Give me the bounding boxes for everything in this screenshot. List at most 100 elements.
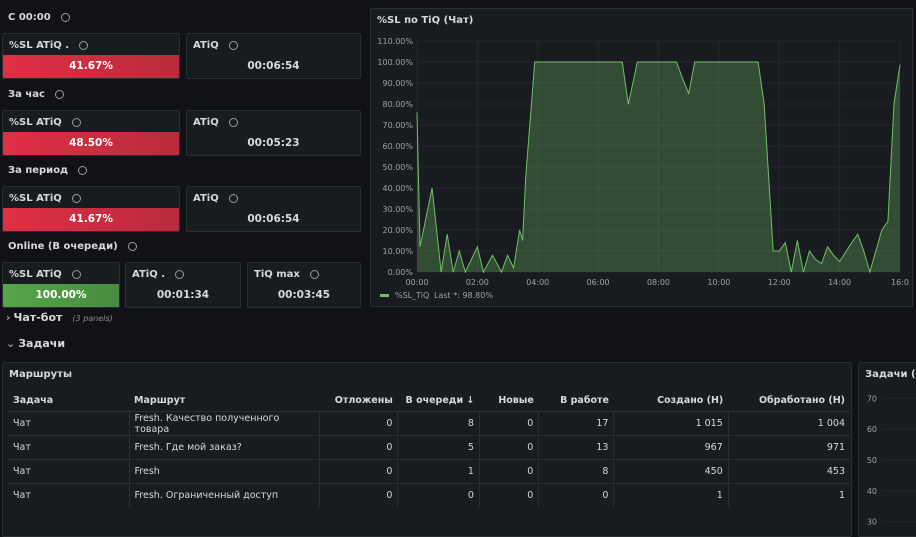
table-cell: 0 <box>319 435 398 460</box>
table-cell: 450 <box>613 459 729 484</box>
column-header[interactable]: Маршрут <box>134 394 186 406</box>
legend-extra: Last *: 98.80% <box>434 291 493 300</box>
x-tick-label: 02:00 <box>466 278 489 287</box>
stat-title: TiQ max <box>254 269 319 280</box>
group-title-text: За период <box>8 165 69 176</box>
y-tick-label: 60 <box>867 425 877 434</box>
table-row: Чат Fresh. Качество полученного товара 0 8 0… <box>8 411 850 436</box>
table-cell: 453 <box>727 459 850 484</box>
stat-value: 00:05:23 <box>247 137 300 149</box>
side-panel: Задачи (Ча 30 40 50 60 70 <box>858 362 916 537</box>
info-icon <box>228 193 238 203</box>
table-cell: 971 <box>727 435 850 460</box>
line <box>416 61 901 274</box>
info-icon <box>71 117 81 127</box>
y-tick-label: 40.00% <box>382 184 413 193</box>
table-cell: 1 <box>727 483 850 507</box>
column-header[interactable]: Отложены <box>334 394 393 406</box>
table-cell: 5 <box>397 435 480 460</box>
column-header[interactable]: В работе <box>560 394 609 406</box>
stat-title: ATiQ <box>193 193 238 204</box>
stat-panel: %SL ATiQ 48.50% <box>2 110 180 156</box>
y-tick-label: 70.00% <box>382 121 413 130</box>
stat-title: %SL ATiQ <box>9 117 81 128</box>
column-header[interactable]: Обработано (Н) <box>758 394 845 406</box>
stat-value: 00:06:54 <box>247 60 300 72</box>
y-tick-label: 20.00% <box>382 226 413 235</box>
table-panel: Маршруты Задача Маршрут Отложены В очереди … <box>2 362 852 537</box>
table-cell: Fresh <box>128 459 320 484</box>
info-icon <box>79 40 89 50</box>
column-header[interactable]: Задача <box>13 394 54 406</box>
x-tick-label: 14:00 <box>828 278 851 287</box>
table-cell: 0 <box>478 435 539 460</box>
stat-title-text: %SL ATiQ <box>9 193 62 204</box>
table-row: Чат Fresh. Ограниченный доступ 0 0 0 0 1 1 <box>8 483 850 507</box>
table-row: Чат Fresh. Где мой заказ? 0 5 0 13 967 971 <box>8 435 850 460</box>
column-header[interactable]: В очереди ↓ <box>405 394 475 406</box>
table: Задача Маршрут Отложены В очереди ↓ Новые В р… <box>8 389 850 507</box>
x-tick-label: 00:00 <box>405 278 428 287</box>
row-title: Чат-бот <box>13 311 63 324</box>
column-header[interactable]: Создано (Н) <box>657 394 724 406</box>
y-tick-label: 10.00% <box>382 247 413 256</box>
group-title-text: Online (В очереди) <box>8 241 118 252</box>
y-tick-label: 40 <box>867 487 877 496</box>
info-icon <box>60 12 70 22</box>
info-icon <box>127 241 137 251</box>
side-chart: 30 40 50 60 70 <box>867 394 916 527</box>
stat-value: 41.67% <box>3 55 179 78</box>
column-header[interactable]: Новые <box>498 394 534 406</box>
info-icon <box>175 269 184 279</box>
table-row: Чат Fresh 0 1 0 8 450 453 <box>8 459 850 484</box>
x-tick-label: 08:00 <box>647 278 670 287</box>
table-cell: Чат <box>8 411 130 436</box>
stat-title: %SL ATiQ . <box>9 40 89 51</box>
table-cell: 1 <box>397 459 480 484</box>
table-cell: 0 <box>478 459 539 484</box>
line-area <box>417 62 900 272</box>
stat-panel: ATiQ 00:06:54 <box>186 186 361 232</box>
y-tick-label: 80.00% <box>382 100 413 109</box>
table-cell: 967 <box>613 435 729 460</box>
stat-value: 48.50% <box>3 132 179 155</box>
table-cell: 17 <box>538 411 614 436</box>
stat-title: ATiQ <box>193 117 238 128</box>
chart-panel: %SL по TiQ (Чат) 0.00% 10.00% 20.00% 30.00%… <box>370 8 913 307</box>
stat-title: ATiQ <box>193 40 238 51</box>
table-cell: Fresh. Где мой заказ? <box>128 435 320 460</box>
stat-title-text: ATiQ <box>193 117 219 128</box>
y-tick-label: 30 <box>867 518 877 527</box>
stat-panel: ATiQ 00:05:23 <box>186 110 361 156</box>
x-tick-label: 04:00 <box>526 278 549 287</box>
x-tick-label: 16:0 <box>891 278 909 287</box>
table-cell: Fresh. Качество полученного товара <box>128 411 320 436</box>
panel-title: Задачи (Ча <box>865 369 916 380</box>
table-cell: 13 <box>538 435 614 460</box>
info-icon <box>228 117 238 127</box>
y-tick-label: 30.00% <box>382 205 413 214</box>
y-tick-label: 60.00% <box>382 142 413 151</box>
info-icon <box>228 40 238 50</box>
stat-title: %SL ATiQ <box>9 193 81 204</box>
row-header[interactable]: › Чат-бот (3 panels) <box>6 311 113 324</box>
stat-title: ATiQ . <box>132 269 184 280</box>
row-header[interactable]: ⌄ Задачи <box>6 337 65 350</box>
table-cell: 1 015 <box>613 411 729 436</box>
group-title-text: За час <box>8 89 45 100</box>
stat-panel: ATiQ . 00:01:34 <box>125 262 241 308</box>
stat-title: %SL ATiQ <box>9 269 81 280</box>
table-cell: 8 <box>538 459 614 484</box>
group-title: За час <box>8 89 64 100</box>
stat-panel: ATiQ 00:06:54 <box>186 33 361 79</box>
stat-title-text: %SL ATiQ . <box>9 40 70 51</box>
table-cell: 0 <box>319 459 398 484</box>
y-tick-label: 50.00% <box>382 163 413 172</box>
table-cell: Fresh. Ограниченный доступ <box>128 483 320 507</box>
x-tick-label: 10:00 <box>707 278 730 287</box>
stat-title-text: ATiQ <box>193 40 219 51</box>
stat-title-text: %SL ATiQ <box>9 269 62 280</box>
table-cell: 0 <box>478 411 539 436</box>
row-note: (3 panels) <box>72 314 113 323</box>
